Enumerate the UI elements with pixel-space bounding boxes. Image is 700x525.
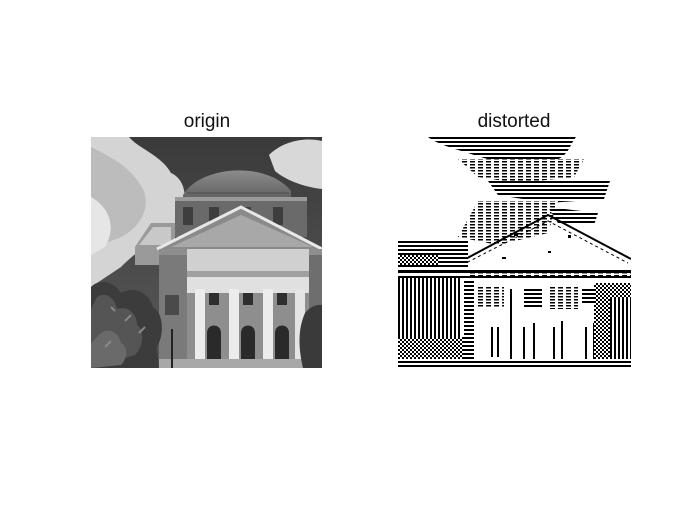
origin-image — [91, 137, 322, 368]
origin-title: origin — [183, 111, 231, 132]
building-photo-grayscale — [91, 137, 322, 368]
building-photo-binary — [398, 137, 631, 368]
distorted-title: distorted — [477, 111, 551, 132]
distorted-image — [398, 137, 631, 368]
